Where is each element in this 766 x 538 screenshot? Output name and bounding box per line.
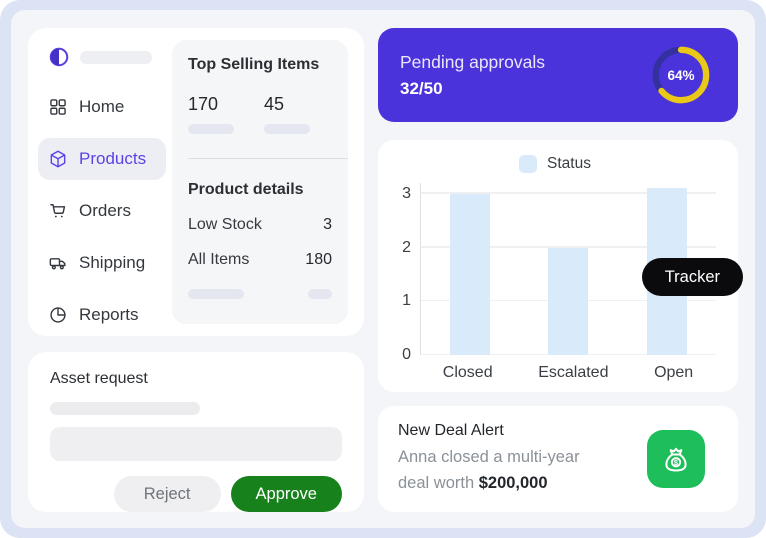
asset-request-card: Asset request Reject Approve [28, 352, 364, 512]
progress-donut: 64% [650, 44, 712, 106]
detail-row: Low Stock 3 [188, 216, 332, 234]
x-tick-label: Open [654, 364, 694, 381]
new-deal-description: Anna closed a multi-year deal worth $200… [398, 445, 580, 496]
placeholder-bar [188, 289, 244, 299]
pending-approvals-text: Pending approvals 32/50 [400, 52, 545, 99]
top-selling-stats: 170 45 [188, 94, 332, 134]
cart-icon [50, 204, 66, 218]
pending-approvals-card: Pending approvals 32/50 64% [378, 28, 738, 122]
donut-chart-icon: 64% [652, 46, 710, 104]
pending-approvals-title: Pending approvals [400, 51, 545, 72]
stat-value: 45 [264, 94, 285, 114]
stat-value: 170 [188, 94, 219, 114]
deal-amount: $200,000 [478, 473, 548, 492]
sidebar-item-label: Products [79, 149, 147, 168]
status-chart-card: Status 0 1 2 3 Closed Escalated Open Tracker [378, 140, 743, 392]
gridline [421, 246, 716, 248]
logo-text-placeholder [80, 50, 152, 64]
asset-request-subtitle-placeholder [50, 402, 200, 415]
sidebar-item-label: Reports [79, 305, 139, 324]
top-selling-title: Top Selling Items [188, 56, 320, 73]
detail-value: 3 [323, 216, 332, 233]
top-selling-panel: Top Selling Items 170 45 Product details… [172, 40, 348, 324]
new-deal-text: New Deal Alert Anna closed a multi-year … [398, 422, 580, 496]
chart-legend: Status [394, 155, 716, 173]
sidebar-item-label: Home [79, 97, 125, 116]
contrast-circle-icon [49, 47, 69, 67]
sidebar-item-reports[interactable]: Reports [38, 294, 166, 336]
divider [188, 158, 348, 159]
detail-placeholder-row [188, 289, 332, 299]
y-tick-label: 1 [402, 292, 411, 310]
truck-icon [49, 258, 66, 270]
main-panel: Home Products Orders [11, 10, 755, 528]
pending-approvals-count: 32/50 [400, 78, 443, 98]
placeholder-bar [308, 289, 332, 299]
y-tick-label: 3 [402, 184, 411, 202]
sidebar-nav: Home Products Orders [28, 28, 172, 346]
gridline [421, 192, 716, 194]
detail-row: All Items 180 [188, 251, 332, 269]
sidebar-item-home[interactable]: Home [38, 86, 166, 128]
stat-item: 170 [188, 94, 234, 134]
y-axis: 0 1 2 3 [394, 183, 420, 363]
deal-icon-container: $ [647, 430, 705, 488]
x-tick-label: Closed [442, 364, 493, 381]
svg-text:$: $ [674, 458, 679, 467]
deal-desc-line1: Anna closed a multi-year [398, 447, 580, 466]
new-deal-card: New Deal Alert Anna closed a multi-year … [378, 406, 738, 512]
grid-icon [50, 99, 66, 115]
deal-desc-line2: deal worth [398, 473, 479, 492]
stat-label-placeholder [264, 124, 310, 134]
sidebar-item-orders[interactable]: Orders [38, 190, 166, 232]
detail-label: All Items [188, 251, 250, 268]
y-tick-label: 0 [402, 346, 411, 363]
bar-escalated [548, 247, 589, 355]
asset-request-input-skeleton [50, 427, 342, 461]
new-deal-title: New Deal Alert [398, 421, 504, 439]
asset-request-actions: Reject Approve [50, 476, 342, 512]
sidebar-item-label: Shipping [79, 253, 146, 272]
legend-label: Status [547, 155, 591, 172]
detail-label: Low Stock [188, 216, 262, 233]
asset-request-title: Asset request [50, 370, 148, 387]
x-tick-label: Escalated [538, 364, 609, 381]
y-tick-label: 2 [402, 238, 411, 256]
donut-percent-label: 64% [667, 68, 694, 83]
box-icon [50, 150, 66, 168]
money-bag-icon: $ [665, 447, 687, 472]
detail-value: 180 [305, 251, 332, 268]
stat-item: 45 [264, 94, 310, 134]
reject-button[interactable]: Reject [113, 476, 221, 512]
bar-closed [450, 193, 491, 355]
sidebar-card: Home Products Orders [28, 28, 364, 336]
product-details-title: Product details [188, 181, 304, 198]
x-axis: Closed Escalated Open [420, 364, 716, 382]
stat-label-placeholder [188, 124, 234, 134]
pie-chart-icon [50, 307, 66, 323]
tracker-badge[interactable]: Tracker [641, 258, 743, 296]
approve-button[interactable]: Approve [230, 476, 342, 512]
sidebar-item-products[interactable]: Products [38, 138, 166, 180]
sidebar-item-label: Orders [79, 201, 131, 220]
sidebar-item-shipping[interactable]: Shipping [38, 242, 166, 284]
logo-row [48, 46, 172, 68]
legend-swatch [519, 155, 538, 173]
